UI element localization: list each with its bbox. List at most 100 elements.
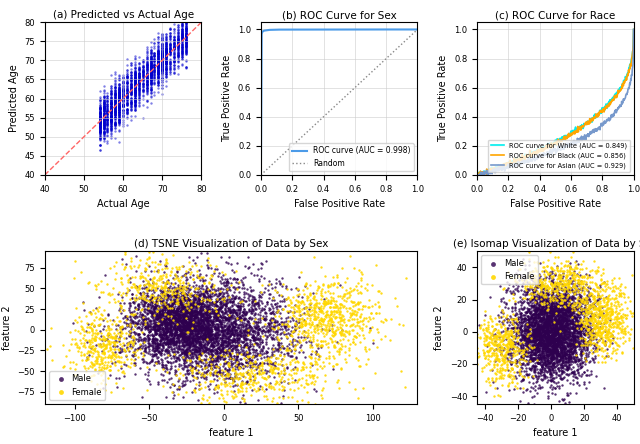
Male	[229, 295, 239, 302]
Point	[122, 84, 132, 91]
Female	[506, 342, 516, 349]
Point	[157, 50, 168, 57]
Female	[84, 323, 94, 330]
Female	[547, 274, 557, 281]
Male	[514, 276, 524, 283]
Male	[202, 331, 212, 338]
Male	[202, 329, 212, 336]
Male	[163, 292, 173, 299]
Male	[214, 316, 224, 323]
Point	[165, 65, 175, 72]
Male	[189, 313, 200, 320]
Male	[543, 316, 554, 323]
Point	[106, 106, 116, 113]
Female	[602, 301, 612, 309]
Point	[149, 50, 159, 57]
Point	[145, 68, 156, 75]
Male	[183, 318, 193, 325]
Female	[528, 373, 538, 380]
Male	[140, 346, 150, 353]
Female	[611, 349, 621, 357]
Point	[157, 75, 168, 82]
Male	[183, 335, 193, 342]
Point	[173, 46, 183, 53]
Female	[584, 302, 594, 309]
Male	[532, 277, 542, 284]
Point	[95, 129, 105, 136]
Point	[114, 87, 124, 94]
Female	[332, 313, 342, 321]
Female	[561, 269, 572, 276]
Male	[182, 334, 192, 341]
Male	[169, 313, 179, 321]
Male	[548, 379, 559, 386]
Point	[106, 94, 116, 101]
Male	[541, 326, 552, 333]
Point	[130, 99, 140, 106]
Male	[531, 346, 541, 353]
Male	[559, 317, 570, 324]
Point	[177, 15, 187, 22]
Male	[168, 299, 179, 306]
Male	[210, 323, 220, 330]
Male	[576, 306, 586, 313]
Male	[154, 353, 164, 361]
Male	[176, 308, 186, 315]
Point	[177, 28, 187, 35]
Male	[225, 306, 235, 313]
Female	[232, 389, 243, 396]
Female	[316, 317, 326, 324]
Male	[182, 327, 192, 334]
Female	[150, 295, 160, 302]
Male	[168, 337, 178, 344]
Male	[159, 316, 169, 323]
Point	[110, 84, 120, 91]
Male	[228, 356, 239, 363]
Male	[174, 324, 184, 331]
Female	[592, 321, 602, 328]
Female	[512, 318, 522, 325]
Female	[593, 329, 603, 337]
Female	[508, 335, 518, 342]
Male	[561, 320, 572, 327]
Female	[570, 277, 580, 284]
Female	[123, 347, 133, 354]
Female	[227, 393, 237, 400]
Male	[153, 342, 163, 349]
Male	[170, 314, 180, 321]
Male	[563, 372, 573, 379]
Male	[567, 286, 577, 293]
Male	[228, 355, 238, 362]
Point	[130, 87, 140, 94]
Male	[579, 305, 589, 312]
Male	[177, 331, 188, 338]
Point	[95, 114, 105, 121]
Male	[194, 341, 204, 348]
Male	[249, 353, 259, 360]
Female	[133, 288, 143, 295]
Female	[153, 282, 163, 289]
Male	[570, 321, 580, 329]
Male	[251, 353, 261, 360]
Female	[484, 347, 495, 354]
Male	[551, 342, 561, 349]
Male	[255, 340, 265, 347]
Female	[586, 317, 596, 325]
Point	[180, 34, 191, 41]
Male	[536, 305, 546, 312]
Male	[177, 365, 187, 372]
Female	[243, 370, 253, 377]
Female	[478, 326, 488, 333]
Male	[192, 322, 202, 329]
Male	[262, 298, 272, 305]
Female	[556, 280, 566, 287]
Female	[494, 348, 504, 355]
Male	[173, 332, 183, 339]
Female	[257, 314, 268, 321]
Point	[130, 68, 140, 75]
Male	[543, 332, 553, 339]
Point	[134, 72, 144, 79]
Female	[172, 320, 182, 327]
Male	[230, 294, 241, 301]
Female	[536, 281, 547, 288]
